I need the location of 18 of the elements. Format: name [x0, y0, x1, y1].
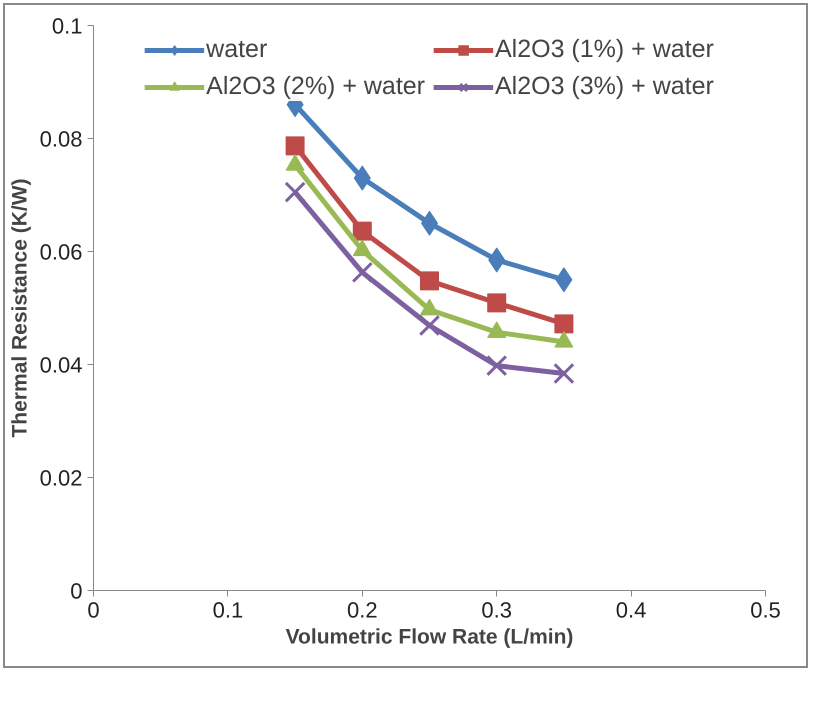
- y-tick-label: 0.06: [40, 240, 83, 264]
- y-tick-label: 0: [70, 578, 83, 604]
- y-axis-title: Thermal Resistance (K/W): [8, 178, 32, 438]
- x-tick-label: 0: [87, 598, 100, 622]
- x-axis-title: Volumetric Flow Rate (L/min): [286, 626, 574, 648]
- legend-label: Al2O3 (2%) + water: [206, 72, 425, 101]
- x-tick-label: 0.1: [212, 598, 244, 622]
- y-tick-label: 0.04: [40, 352, 83, 378]
- legend-label: Al2O3 (1%) + water: [495, 35, 714, 64]
- y-tick-label: 0.02: [40, 466, 83, 490]
- x-tick-label: 0.2: [347, 598, 378, 622]
- y-tick-label: 0.08: [40, 126, 83, 152]
- x-tick-label: 0.4: [616, 598, 646, 622]
- legend-label: water: [206, 35, 268, 64]
- y-tick-label: 0.1: [52, 14, 83, 38]
- legend-label: Al2O3 (3%) + water: [495, 72, 714, 101]
- x-tick-label: 0.5: [750, 598, 781, 622]
- x-tick-label: 0.3: [481, 598, 512, 622]
